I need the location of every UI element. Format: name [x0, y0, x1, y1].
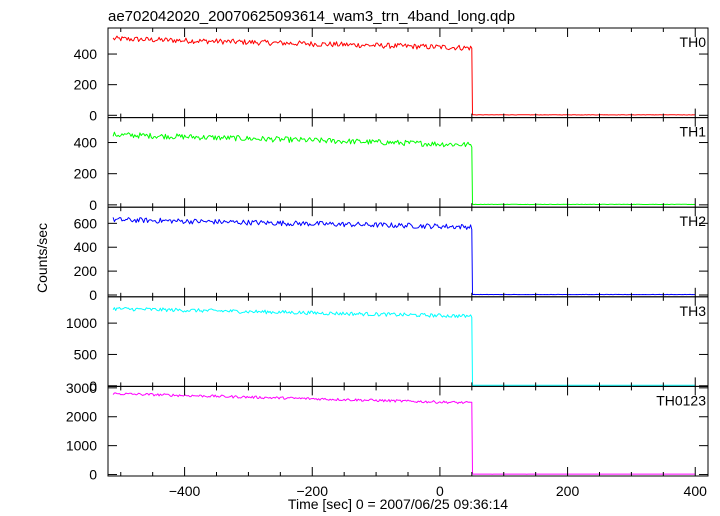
series-name-th0: TH0 — [680, 34, 707, 50]
panels: 0 200 400 TH0 0 200 400 TH1 0 200 400 600 TH2 0 500 100… — [66, 27, 709, 483]
y-tick-label: 200 — [74, 263, 98, 279]
y-tick-label: 0 — [89, 467, 97, 483]
x-tick-label: −400 — [169, 483, 201, 499]
y-tick-label: 0 — [89, 378, 97, 394]
chart-title: ae702042020_20070625093614_wam3_trn_4ban… — [108, 8, 515, 25]
series-line-th3 — [112, 307, 696, 386]
y-tick-label: 1000 — [66, 315, 97, 331]
y-tick-label: 3000 — [66, 380, 97, 396]
series-line-th0 — [112, 35, 696, 116]
y-tick-label: 0 — [89, 107, 97, 123]
y-tick-label: 500 — [74, 346, 98, 362]
panel-frame — [107, 117, 709, 208]
y-tick-label: 400 — [74, 135, 98, 151]
y-tick-label: 0 — [89, 197, 97, 213]
y-axis-label: Counts/sec — [34, 223, 50, 293]
y-tick-label: 600 — [74, 215, 98, 231]
x-tick-label: 0 — [436, 483, 444, 499]
series-name-th1: TH1 — [680, 124, 707, 140]
y-tick-label: 200 — [74, 77, 98, 93]
y-tick-label: 400 — [74, 239, 98, 255]
y-tick-label: 400 — [74, 46, 98, 62]
y-tick-label: 2000 — [66, 409, 97, 425]
panel-th3: 0 500 1000 TH3 — [66, 296, 709, 394]
y-tick-label: 1000 — [66, 438, 97, 454]
series-name-th0123: TH0123 — [656, 392, 706, 408]
x-axis: −400 −200 0 200 400 — [169, 483, 707, 499]
x-tick-label: 400 — [684, 483, 708, 499]
series-line-th0123 — [112, 392, 696, 475]
y-tick-label: 0 — [89, 287, 97, 303]
panel-frame — [107, 206, 709, 298]
panel-th0123: 0 1000 2000 3000 TH0123 — [66, 380, 709, 483]
panel-th2: 0 200 400 600 TH2 — [74, 206, 709, 303]
panel-th1: 0 200 400 TH1 — [74, 117, 709, 213]
series-line-th2 — [112, 217, 696, 296]
series-name-th2: TH2 — [680, 213, 707, 229]
x-tick-label: −200 — [296, 483, 328, 499]
x-axis-label: Time [sec] 0 = 2007/06/25 09:36:14 — [288, 496, 508, 512]
y-tick-label: 200 — [74, 166, 98, 182]
series-line-th1 — [112, 131, 696, 206]
panel-th0: 0 200 400 TH0 — [74, 27, 709, 123]
x-tick-label: 200 — [556, 483, 580, 499]
series-name-th3: TH3 — [680, 303, 707, 319]
